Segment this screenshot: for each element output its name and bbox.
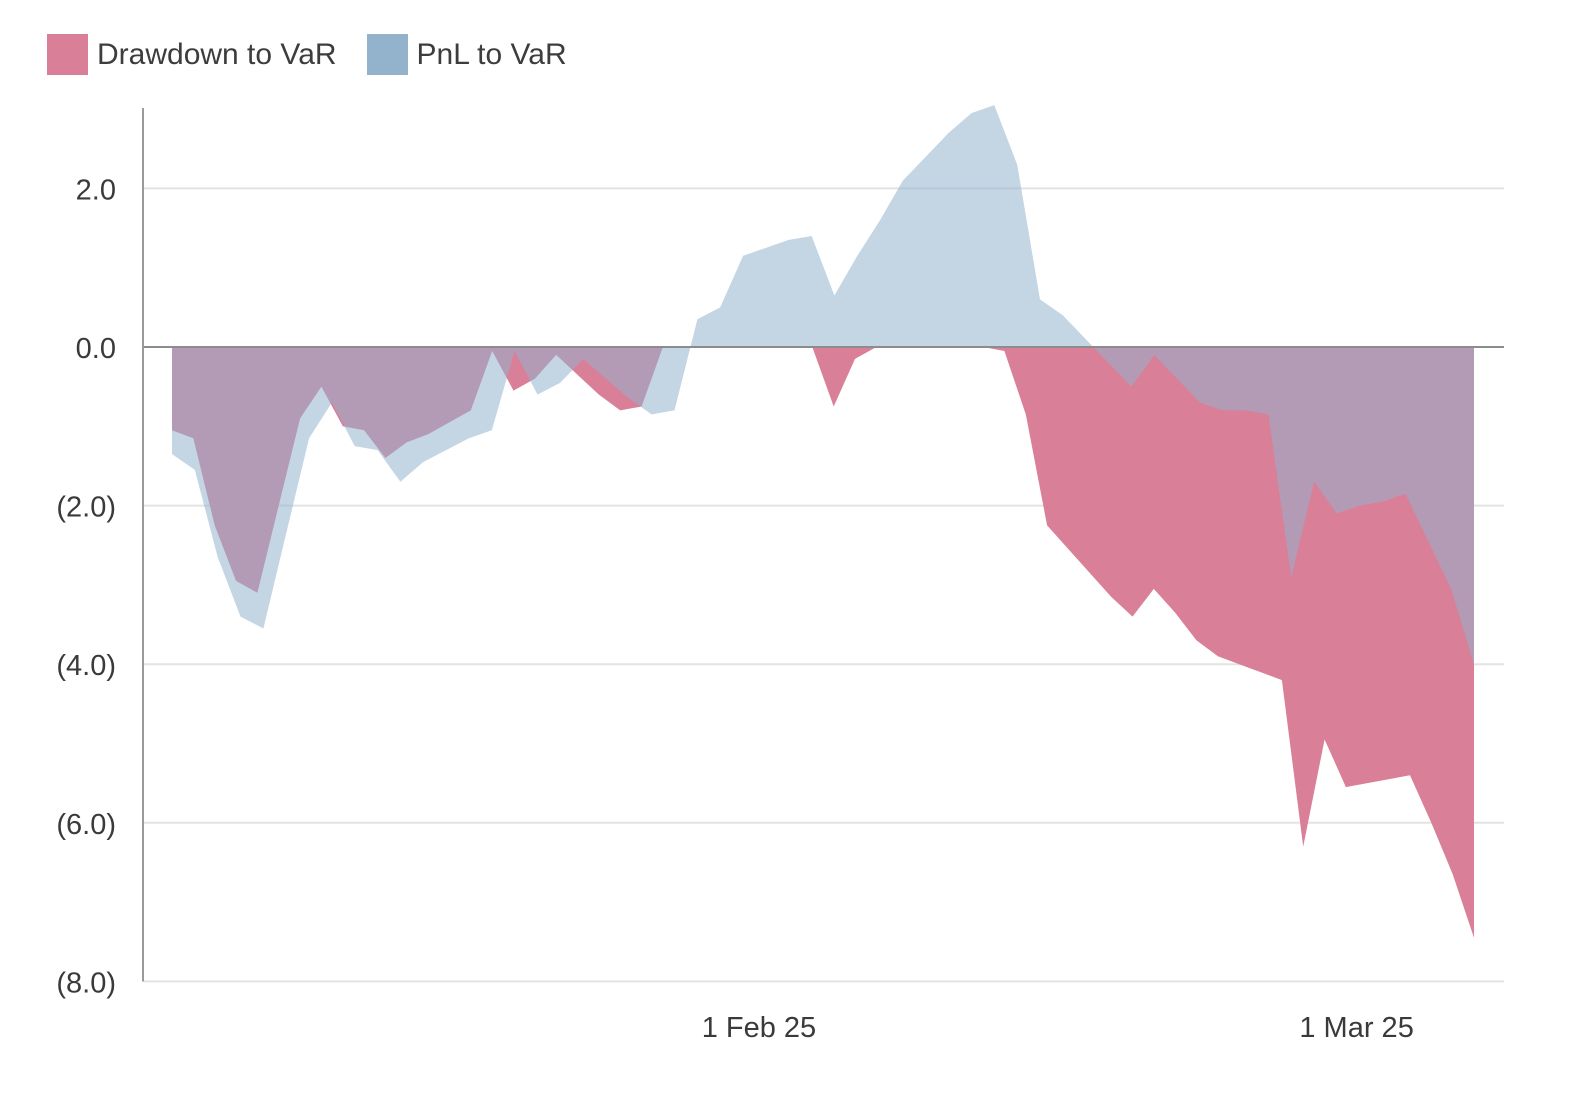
legend-item-pnl: PnL to VaR [366, 34, 567, 75]
x-tick-label-1: 1 Mar 25 [1299, 1012, 1413, 1044]
area-drawdown-to-var [172, 347, 1474, 938]
x-tick-label-0: 1 Feb 25 [702, 1012, 816, 1044]
legend-label-pnl: PnL to VaR [416, 37, 567, 71]
legend-swatch-drawdown [47, 34, 88, 75]
y-tick-label-4: (6.0) [56, 809, 116, 841]
legend-item-drawdown: Drawdown to VaR [47, 34, 337, 75]
y-tick-label-2: (2.0) [56, 492, 116, 524]
area-pnl-to-var [172, 105, 1474, 665]
legend-swatch-pnl [366, 34, 408, 75]
legend: Drawdown to VaR PnL to VaR [47, 34, 597, 75]
y-tick-label-3: (4.0) [56, 650, 116, 682]
y-tick-label-5: (8.0) [56, 967, 116, 999]
y-tick-label-1: 0.0 [76, 333, 116, 365]
y-tick-label-0: 2.0 [76, 174, 116, 206]
legend-label-drawdown: Drawdown to VaR [97, 37, 337, 71]
